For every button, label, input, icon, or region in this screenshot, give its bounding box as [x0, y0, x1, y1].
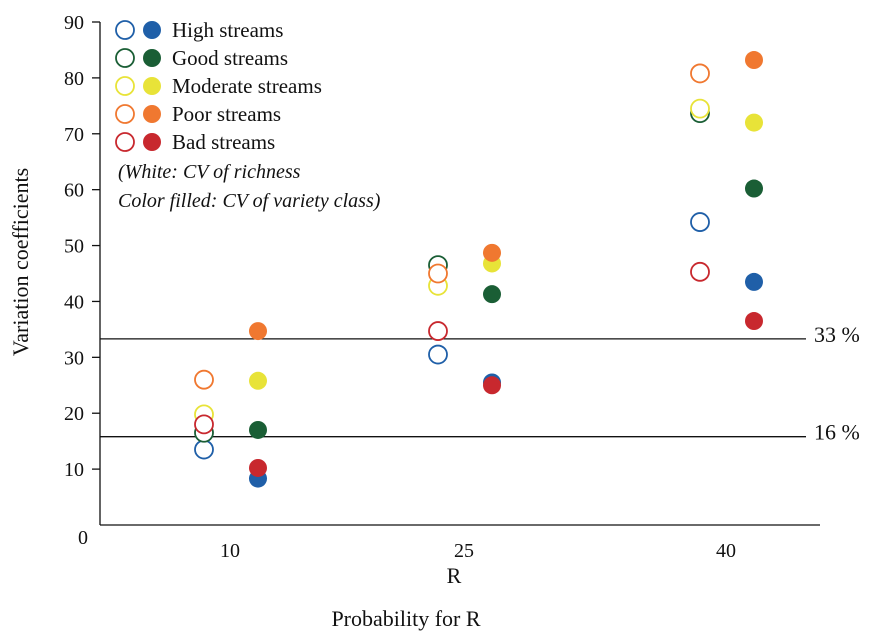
legend-marker-filled [143, 21, 161, 39]
reference-line-label: 33 % [814, 322, 860, 347]
y-axis-label: Variation coefficients [8, 168, 33, 356]
legend-note: Color filled: CV of variety class) [118, 190, 381, 212]
y-tick-label: 80 [64, 68, 84, 90]
point-richness [690, 212, 710, 232]
point-richness [690, 63, 710, 84]
point-variety-class [745, 272, 763, 291]
legend-label: Good streams [172, 46, 288, 70]
point-variety-class [745, 51, 763, 70]
x-tick-label: 10 [220, 540, 240, 562]
legend-marker-filled [143, 133, 161, 151]
y-tick-label: 30 [64, 347, 84, 369]
y-tick-label: 0 [78, 527, 88, 549]
legend: High streams Good streams Moderate streams… [115, 18, 381, 212]
point-variety-class [249, 322, 267, 341]
legend-marker-filled [143, 49, 161, 67]
point-richness [428, 344, 448, 365]
point-richness [428, 321, 448, 341]
point-richness [690, 98, 710, 119]
legend-marker-open [115, 48, 135, 68]
x-tick-label: 40 [716, 540, 736, 562]
x-tick-label: 25 [454, 540, 474, 562]
legend-marker-open [115, 20, 135, 40]
point-variety-class [249, 420, 267, 439]
point-variety-class [483, 285, 501, 304]
point-richness [194, 439, 214, 460]
data-point-group [194, 51, 763, 488]
y-tick-label: 50 [64, 236, 84, 258]
legend-marker-filled [143, 77, 161, 95]
reference-line-label: 16 % [814, 420, 860, 445]
point-richness [428, 263, 448, 284]
legend-label: Moderate streams [172, 74, 322, 98]
point-variety-class [483, 243, 501, 262]
point-variety-class [745, 113, 763, 132]
legend-marker-open [115, 132, 135, 152]
legend-label: High streams [172, 18, 283, 42]
legend-note: (White: CV of richness [118, 161, 301, 183]
point-richness [194, 414, 214, 435]
y-tick-label: 70 [64, 124, 84, 146]
point-variety-class [483, 376, 501, 395]
point-variety-class [249, 458, 267, 477]
point-richness [690, 261, 710, 282]
y-tick-label: 60 [64, 180, 84, 202]
legend-marker-open [115, 76, 135, 96]
y-tick-label: 10 [64, 459, 84, 481]
legend-label: Poor streams [172, 102, 281, 126]
y-tick-label: 20 [64, 403, 84, 425]
y-tick-label: 90 [64, 12, 84, 34]
point-richness [194, 369, 214, 390]
point-variety-class [745, 179, 763, 198]
legend-marker-filled [143, 105, 161, 123]
point-variety-class [745, 312, 763, 331]
x-tick-group: 10 25 40 [220, 540, 736, 562]
point-variety-class [249, 371, 267, 390]
legend-marker-open [115, 104, 135, 124]
x-axis-label: Probability for R [331, 606, 480, 631]
reference-line-group: 33 % 16 % [100, 322, 860, 445]
legend-label: Bad streams [172, 130, 275, 154]
y-tick-label: 40 [64, 291, 84, 313]
y-tick-group: 0 10 20 30 40 50 60 70 80 90 [64, 12, 100, 549]
x-axis-sublabel: R [447, 563, 462, 588]
